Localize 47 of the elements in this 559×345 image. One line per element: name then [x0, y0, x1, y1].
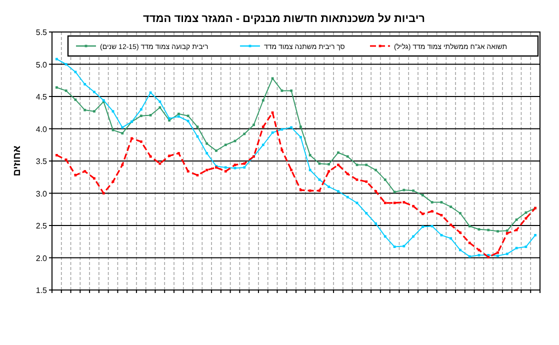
- point: [506, 229, 508, 232]
- y-tick-label: 4.0: [36, 124, 48, 134]
- point: [177, 112, 180, 116]
- point: [299, 136, 302, 138]
- point: [140, 114, 142, 118]
- point: [64, 89, 68, 92]
- point: [450, 237, 452, 240]
- point: [280, 89, 284, 92]
- point: [243, 132, 246, 136]
- point: [402, 244, 406, 248]
- point: [506, 252, 508, 256]
- y-axis-title: אחוזים: [12, 146, 23, 176]
- point: [534, 234, 537, 236]
- point: [262, 144, 264, 146]
- point: [384, 202, 386, 204]
- y-tick-label: 2.5: [36, 222, 48, 230]
- y-tick-label: 4.5: [36, 92, 48, 102]
- y-tick-label: 3.5: [36, 157, 48, 166]
- point: [468, 242, 471, 244]
- point: [328, 170, 330, 173]
- point: [140, 140, 142, 143]
- point: [365, 180, 368, 183]
- point: [262, 99, 264, 102]
- chart-title: ריביות על משכנתאות חדשות מבנקים - המגזר צמוד המדד: [142, 13, 426, 25]
- point: [365, 164, 368, 166]
- y-tick-label: 5.0: [36, 60, 48, 70]
- point: [186, 114, 190, 118]
- point: [280, 128, 284, 131]
- point: [308, 154, 312, 156]
- point: [140, 108, 142, 111]
- point: [55, 58, 58, 60]
- y-tick-label: 5.5: [36, 28, 48, 37]
- y-tick-label: 1.5: [36, 286, 48, 295]
- y-tick-label: 2.0: [36, 254, 48, 263]
- point: [224, 170, 227, 173]
- point: [524, 217, 528, 220]
- point: [206, 142, 208, 145]
- point: [186, 170, 190, 173]
- point: [158, 162, 162, 165]
- point: [412, 189, 415, 192]
- point: [468, 224, 471, 228]
- point: [224, 144, 227, 146]
- point: [346, 196, 349, 198]
- point: [524, 211, 528, 214]
- point: [158, 100, 162, 103]
- point: [430, 224, 434, 228]
- y-tick-label: 3.0: [36, 189, 48, 198]
